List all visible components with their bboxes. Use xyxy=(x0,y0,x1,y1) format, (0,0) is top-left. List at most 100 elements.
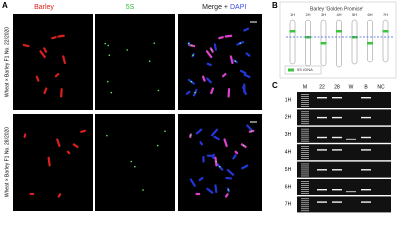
chromosome xyxy=(80,129,86,133)
signal xyxy=(234,60,237,63)
chromosome xyxy=(47,156,51,167)
ladder-band xyxy=(301,167,309,169)
signal xyxy=(153,42,156,44)
micrographs xyxy=(13,14,262,211)
band xyxy=(361,169,371,171)
micrograph xyxy=(95,114,175,211)
band xyxy=(317,116,327,119)
row-label: 4H xyxy=(285,150,292,156)
gel-strip xyxy=(297,109,391,126)
ladder-band xyxy=(301,132,309,134)
band xyxy=(317,97,327,99)
karyotype-frame xyxy=(279,1,397,79)
gel-strip xyxy=(297,196,391,213)
ladder-band xyxy=(301,94,309,95)
signal xyxy=(142,189,144,191)
chromosome xyxy=(213,43,217,51)
ladder-band xyxy=(301,183,309,184)
signal xyxy=(104,42,107,45)
micrograph xyxy=(178,114,262,211)
gel-strip xyxy=(297,161,391,178)
signal xyxy=(239,42,242,44)
chromosome xyxy=(232,154,237,160)
chromosome-label: 2H xyxy=(305,12,310,17)
chromosome xyxy=(223,138,228,148)
micrograph xyxy=(13,14,93,110)
legend-box xyxy=(284,65,322,75)
micrograph xyxy=(178,14,262,110)
ladder-band xyxy=(301,146,309,147)
ladder-band xyxy=(301,130,309,132)
ladder-band xyxy=(301,171,309,173)
column-header: DAPI xyxy=(230,4,246,11)
chromosome xyxy=(57,193,62,198)
column-header: 5S xyxy=(126,4,135,11)
ladder-band xyxy=(301,175,309,177)
band xyxy=(361,136,371,139)
ladder-band xyxy=(301,198,309,200)
column-header: Merge + xyxy=(202,4,228,11)
ladder-band xyxy=(301,121,309,123)
signal xyxy=(156,144,159,147)
row-label: 3H xyxy=(285,132,292,138)
chromosome xyxy=(54,72,60,78)
figure: A Barley 5S Merge + DAPI Wheat × Barley … xyxy=(2,1,397,213)
ladder-band xyxy=(301,150,309,151)
chromosome xyxy=(206,62,212,67)
signal xyxy=(126,49,129,51)
chromosome xyxy=(243,73,251,79)
rdna-site xyxy=(382,30,389,33)
chromosome xyxy=(62,55,67,65)
signal xyxy=(211,49,213,51)
ladder-band xyxy=(301,185,309,186)
ladder-band xyxy=(301,113,309,115)
gel-strip xyxy=(297,179,391,195)
chromosome xyxy=(195,128,203,135)
chromosome xyxy=(205,50,213,59)
ladder-band xyxy=(301,181,309,182)
band xyxy=(361,149,371,151)
ladder-band xyxy=(301,210,309,212)
signal xyxy=(106,134,108,137)
chromosome xyxy=(206,154,214,157)
chromosome-label: 4H xyxy=(336,12,341,17)
ladder-band xyxy=(301,165,309,167)
ladder-band xyxy=(301,123,309,125)
band xyxy=(361,97,371,99)
ladder-band xyxy=(301,187,309,188)
lane-label: 22 xyxy=(319,84,325,90)
chromosome xyxy=(367,19,373,63)
ladder-band xyxy=(301,117,309,119)
chromosome xyxy=(243,27,250,32)
row-label: Wheat × Barley F1 No. 28/2020 xyxy=(4,127,10,197)
ladder-band xyxy=(301,104,309,105)
gel: M 22 28 W B NC 1H 2H 3H 4H 5H 6H 7H xyxy=(285,84,391,213)
chromosome xyxy=(241,164,249,170)
ladder-band xyxy=(301,163,309,165)
chromosome xyxy=(39,50,46,59)
chromosome xyxy=(206,77,212,84)
row-label: 2H xyxy=(285,115,292,121)
chromosome-label: 3H xyxy=(321,12,326,17)
chromosome xyxy=(43,87,48,95)
ladder-band xyxy=(301,106,309,107)
chromosome xyxy=(60,88,63,98)
ladder-band xyxy=(301,115,309,117)
chromosome xyxy=(224,34,233,38)
chromosome xyxy=(23,133,27,138)
rdna-site xyxy=(336,30,342,33)
chromosome xyxy=(382,19,389,63)
chromosome xyxy=(336,19,342,68)
signal xyxy=(194,91,196,94)
signal xyxy=(215,160,217,163)
ladder-band xyxy=(301,193,309,194)
ladder-band xyxy=(301,200,309,202)
chromosome xyxy=(243,83,246,94)
gel-strip xyxy=(297,144,391,161)
ladder-band xyxy=(301,156,309,157)
ladder-band xyxy=(301,202,309,204)
ladder-band xyxy=(301,208,309,210)
ladder-band xyxy=(301,154,309,155)
ladder-band xyxy=(301,206,309,208)
band xyxy=(332,136,342,139)
